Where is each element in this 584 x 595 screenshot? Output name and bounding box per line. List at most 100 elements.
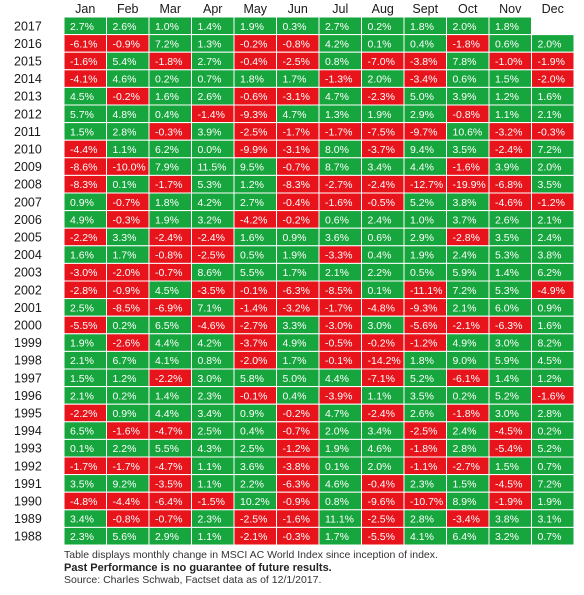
cell-value-1995-mar: 4.4%	[155, 408, 179, 420]
cell-value-2012-jun: 4.7%	[283, 109, 307, 121]
year-label-2005: 2005	[14, 231, 42, 245]
column-header-jan: Jan	[75, 2, 95, 16]
year-label-2008: 2008	[14, 178, 42, 192]
column-header-oct: Oct	[458, 2, 478, 16]
cell-value-2012-nov: 1.1%	[495, 109, 519, 121]
cell-value-1995-may: 0.9%	[240, 408, 264, 420]
cell-value-2003-sept: 0.5%	[410, 267, 434, 279]
cell-value-2016-aug: 0.1%	[368, 38, 392, 50]
cell-value-1993-nov: -5.4%	[495, 443, 522, 455]
year-label-2004: 2004	[14, 248, 42, 262]
cell-value-1991-jul: 4.6%	[325, 478, 349, 490]
cell-value-1988-jan: 2.3%	[70, 531, 94, 543]
cell-value-2017-jun: 0.3%	[283, 21, 307, 33]
cell-value-1993-mar: 5.5%	[155, 443, 179, 455]
cell-value-2001-jan: 2.5%	[70, 302, 94, 314]
cell-value-2012-may: -9.3%	[240, 109, 267, 121]
cell-value-2010-jun: -3.1%	[283, 144, 310, 156]
cell-value-2008-aug: -2.4%	[368, 179, 395, 191]
cell-value-1990-dec: 1.9%	[538, 496, 562, 508]
cell-value-1994-feb: -1.6%	[113, 426, 140, 438]
year-label-1992: 1992	[14, 459, 42, 473]
cell-value-2007-dec: -1.2%	[538, 197, 565, 209]
cell-value-1991-sept: 2.3%	[410, 478, 434, 490]
cell-value-2016-jan: -6.1%	[70, 38, 97, 50]
cell-value-1995-aug: -2.4%	[368, 408, 395, 420]
cell-value-1992-aug: 2.0%	[368, 461, 392, 473]
cell-value-2009-nov: 3.9%	[495, 162, 519, 174]
cell-value-2000-feb: 0.2%	[113, 320, 137, 332]
cell-value-1988-mar: 2.9%	[155, 531, 179, 543]
cell-value-2007-aug: -0.5%	[368, 197, 395, 209]
cell-value-2001-mar: -6.9%	[155, 302, 182, 314]
cell-value-1998-dec: 4.5%	[538, 355, 562, 367]
cell-value-1990-feb: -4.4%	[113, 496, 140, 508]
cell-value-1989-dec: 3.1%	[538, 514, 562, 526]
year-label-1990: 1990	[14, 495, 42, 509]
cell-value-1990-jul: 0.8%	[325, 496, 349, 508]
cell-value-2001-feb: -8.5%	[113, 302, 140, 314]
cell-value-2003-may: 5.5%	[240, 267, 264, 279]
cell-value-2004-apr: -2.5%	[198, 250, 225, 262]
cell-value-1996-jun: 0.4%	[283, 390, 307, 402]
cell-value-1997-mar: -2.2%	[155, 373, 182, 385]
cell-value-2016-apr: 1.3%	[198, 38, 222, 50]
cell-value-2012-sept: 2.9%	[410, 109, 434, 121]
year-label-1997: 1997	[14, 371, 42, 385]
cell-value-2009-mar: 7.9%	[155, 162, 179, 174]
cell-value-2004-oct: 2.4%	[453, 250, 477, 262]
cell-value-2014-mar: 0.2%	[155, 74, 179, 86]
cell-value-2004-feb: 1.7%	[113, 250, 137, 262]
cell-value-2001-dec: 0.9%	[538, 302, 562, 314]
cell-value-1989-aug: -2.5%	[368, 514, 395, 526]
cell-value-1998-oct: 9.0%	[453, 355, 477, 367]
year-label-1988: 1988	[14, 530, 42, 544]
cell-value-1994-jun: -0.7%	[283, 426, 310, 438]
cell-value-2012-aug: 1.9%	[368, 109, 392, 121]
cell-value-2000-mar: 6.5%	[155, 320, 179, 332]
monthly-returns-heatmap-table: Jan Feb Mar Apr May Jun Jul Aug Sept Oct Nov Dec 201…	[14, 2, 575, 546]
cell-value-1996-sept: 3.5%	[410, 390, 434, 402]
cell-value-2016-oct: -1.8%	[453, 38, 480, 50]
cell-value-1994-apr: 2.5%	[198, 426, 222, 438]
cell-value-1989-apr: 2.3%	[198, 514, 222, 526]
cell-value-2011-jun: -1.7%	[283, 126, 310, 138]
cell-value-2016-jun: -0.8%	[283, 38, 310, 50]
cell-value-1997-jan: 1.5%	[70, 373, 94, 385]
cell-value-2011-sept: -9.7%	[410, 126, 437, 138]
cell-value-2002-feb: -0.9%	[113, 285, 140, 297]
cell-value-1990-apr: -1.5%	[198, 496, 225, 508]
cell-value-2010-dec: 7.2%	[538, 144, 562, 156]
cell-value-2014-dec: -2.0%	[538, 74, 565, 86]
cell-value-1993-may: 2.5%	[240, 443, 264, 455]
year-label-2014: 2014	[14, 72, 42, 86]
cell-value-2002-oct: 7.2%	[453, 285, 477, 297]
cell-value-2006-may: -4.2%	[240, 214, 267, 226]
cell-value-2003-jun: 1.7%	[283, 267, 307, 279]
cell-value-2010-jan: -4.4%	[70, 144, 97, 156]
cell-value-2002-jul: -8.5%	[325, 285, 352, 297]
cell-value-1993-dec: 5.2%	[538, 443, 562, 455]
cell-value-2012-mar: 0.4%	[155, 109, 179, 121]
cell-value-1995-oct: -1.8%	[453, 408, 480, 420]
cell-value-2016-jul: 4.2%	[325, 38, 349, 50]
cell-value-1991-mar: -3.5%	[155, 478, 182, 490]
cell-value-2016-feb: -0.9%	[113, 38, 140, 50]
cell-value-1992-jan: -1.7%	[70, 461, 97, 473]
cell-value-1993-feb: 2.2%	[113, 443, 137, 455]
cell-value-1998-jul: -0.1%	[325, 355, 352, 367]
cell-value-1994-mar: -4.7%	[155, 426, 182, 438]
cell-value-2017-may: 1.9%	[240, 21, 264, 33]
cell-value-2015-mar: -1.8%	[155, 56, 182, 68]
cell-value-1989-jul: 11.1%	[325, 514, 354, 526]
cell-value-1998-feb: 6.7%	[113, 355, 137, 367]
cell-value-2014-jul: -1.3%	[325, 74, 352, 86]
cell-value-2001-jun: -3.2%	[283, 302, 310, 314]
column-header-may: May	[243, 2, 267, 16]
cell-value-2012-jan: 5.7%	[70, 109, 94, 121]
cell-value-1992-mar: -4.7%	[155, 461, 182, 473]
year-label-2002: 2002	[14, 283, 42, 297]
cell-value-2005-feb: 3.3%	[113, 232, 137, 244]
column-header-nov: Nov	[499, 2, 522, 16]
cell-value-1998-mar: 4.1%	[155, 355, 179, 367]
